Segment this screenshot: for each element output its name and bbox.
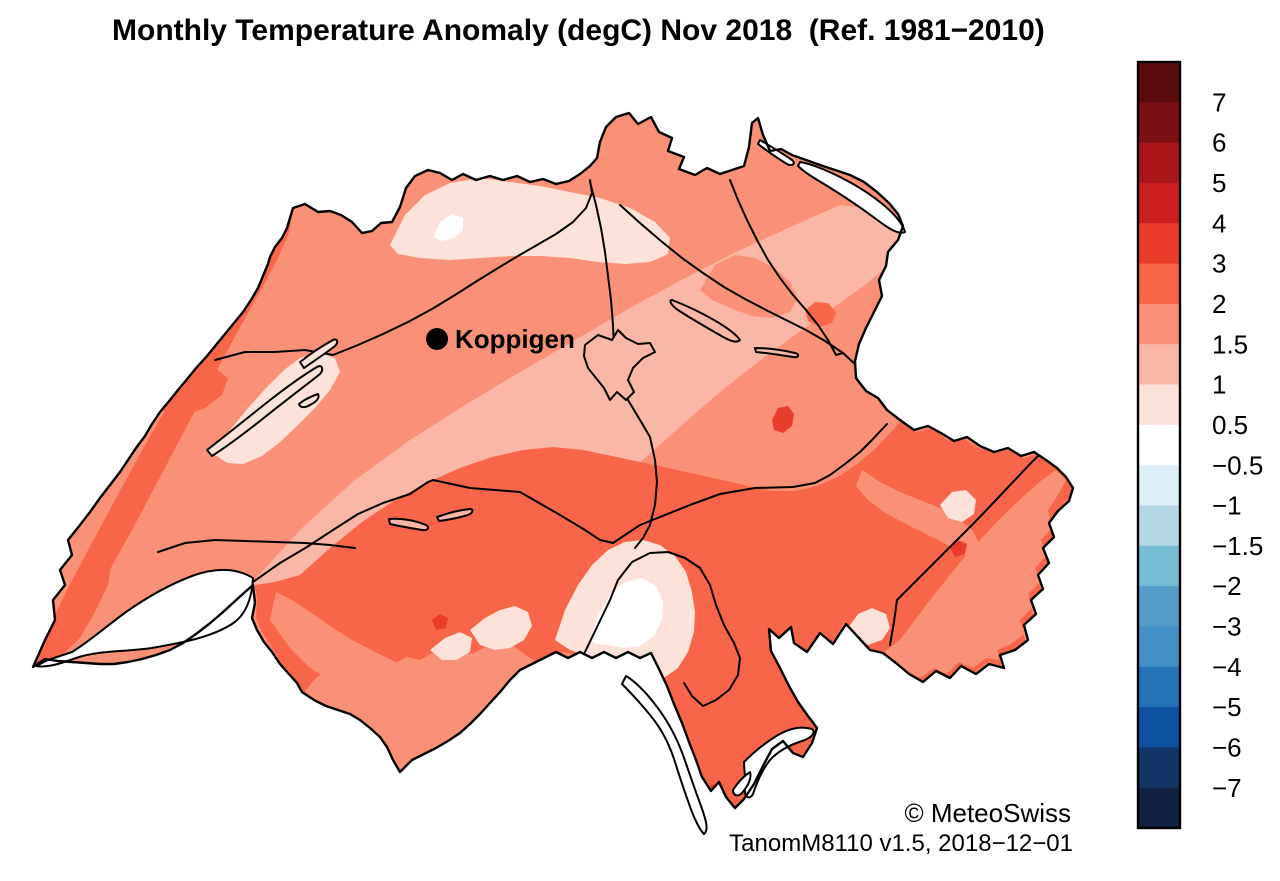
colorbar-tick-label: −7 bbox=[1212, 773, 1242, 803]
contour-band-jura-west bbox=[45, 555, 112, 655]
station-marker bbox=[426, 328, 448, 350]
station-label: Koppigen bbox=[455, 324, 575, 354]
colorbar-segment bbox=[1138, 62, 1180, 103]
page-title: Monthly Temperature Anomaly (degC) Nov 2… bbox=[112, 14, 1045, 47]
contour-spot-red-b bbox=[432, 614, 448, 630]
contour-band-rhine-valley bbox=[856, 470, 980, 560]
contour-band-pale-grisons-a bbox=[848, 608, 890, 645]
contour-band-pale-north bbox=[390, 178, 670, 264]
colorbar-segment bbox=[1138, 666, 1180, 708]
lake-biel bbox=[299, 338, 339, 369]
lake-neuchatel bbox=[206, 365, 324, 457]
colorbar-tick-label: 6 bbox=[1212, 128, 1226, 158]
colorbar-segment bbox=[1138, 424, 1180, 466]
version-label: TanomM8110 v1.5, 2018−12−01 bbox=[729, 830, 1073, 857]
copyright-label: © MeteoSwiss bbox=[904, 798, 1071, 828]
colorbar-segment bbox=[1138, 303, 1180, 345]
colorbar-tick-label: −1 bbox=[1212, 491, 1242, 521]
contour-band-engadin bbox=[884, 470, 1066, 678]
region-border-alpine-crest bbox=[252, 423, 888, 583]
contour-band-rhone-valley bbox=[270, 592, 560, 730]
contour-spot-red-c bbox=[950, 540, 967, 557]
lake-maggiore bbox=[621, 675, 708, 835]
colorbar-tick-label: 4 bbox=[1212, 208, 1226, 238]
region-border-ticino bbox=[584, 551, 741, 707]
contour-band-pale-valais-b bbox=[430, 632, 472, 660]
contour-band-white-ticino bbox=[590, 578, 663, 648]
colorbar-segment bbox=[1138, 182, 1180, 224]
region-border-northeast bbox=[619, 204, 867, 392]
colorbar-tick-label: 1.5 bbox=[1212, 329, 1248, 359]
colorbar-tick-label: 0.5 bbox=[1212, 410, 1248, 440]
colorbar-tick-label: 2 bbox=[1212, 289, 1226, 319]
contour-band-pale-valais-a bbox=[470, 606, 532, 650]
contour-band-ne-spot bbox=[805, 302, 836, 327]
contour-spot-red-a bbox=[772, 406, 794, 433]
contour-band-toggenburg bbox=[700, 255, 798, 318]
colorbar-segment bbox=[1138, 505, 1180, 547]
colorbar-tick-label: −2 bbox=[1212, 571, 1242, 601]
colorbar-segment bbox=[1138, 344, 1180, 386]
lake-walen bbox=[754, 347, 800, 359]
colorbar-segment bbox=[1138, 142, 1180, 184]
colorbar-tick-label: 1 bbox=[1212, 370, 1226, 400]
colorbar-segment bbox=[1138, 707, 1180, 748]
colorbar-segment bbox=[1138, 586, 1180, 628]
region-border-zurich-east bbox=[729, 179, 844, 356]
colorbar-tick-label: 3 bbox=[1212, 249, 1226, 279]
colorbar-tick-label: −1.5 bbox=[1212, 531, 1263, 561]
colorbar-tick-label: −6 bbox=[1212, 732, 1242, 762]
colorbar-segment bbox=[1138, 787, 1180, 829]
colorbar-tick-label: −0.5 bbox=[1212, 450, 1263, 480]
colorbar-border bbox=[1136, 60, 1182, 830]
colorbar-segment bbox=[1138, 465, 1180, 507]
colorbar: 7 6 5 4 3 2 1.5 1 0.5 −0.5 −1 −1.5 −2 −3 −4 −5 −6 −7 bbox=[1138, 62, 1263, 829]
colorbar-segment bbox=[1138, 747, 1180, 789]
lake-murten bbox=[298, 393, 320, 409]
colorbar-tick-label: −3 bbox=[1212, 612, 1242, 642]
lake-brienz bbox=[436, 508, 474, 522]
contour-band-white-north bbox=[433, 214, 463, 241]
lake-lugano-west-arm bbox=[732, 771, 752, 797]
colorbar-segment bbox=[1138, 384, 1180, 426]
colorbar-tick-label: −5 bbox=[1212, 692, 1242, 722]
contour-band-jura-spot bbox=[160, 368, 228, 415]
country-outline bbox=[31, 111, 1075, 810]
colorbar-segment bbox=[1138, 102, 1180, 144]
lake-lucerne bbox=[583, 329, 656, 401]
region-border-jura-foot bbox=[214, 179, 593, 361]
colorbar-tick-label: 7 bbox=[1212, 87, 1226, 117]
lake-zurich bbox=[669, 299, 741, 343]
colorbar-segment bbox=[1138, 545, 1180, 587]
colorbar-tick-label: 5 bbox=[1212, 168, 1226, 198]
lake-thun bbox=[388, 517, 430, 532]
lakes bbox=[35, 139, 906, 835]
colorbar-segment bbox=[1138, 223, 1180, 265]
lake-constance bbox=[797, 161, 906, 234]
colorbar-segment bbox=[1138, 263, 1180, 305]
region-border-lake-foot bbox=[157, 539, 356, 553]
colorbar-tick-label: −4 bbox=[1212, 652, 1242, 682]
contour-band-pale-grisons-b bbox=[940, 490, 976, 522]
colorbar-segment bbox=[1138, 626, 1180, 668]
